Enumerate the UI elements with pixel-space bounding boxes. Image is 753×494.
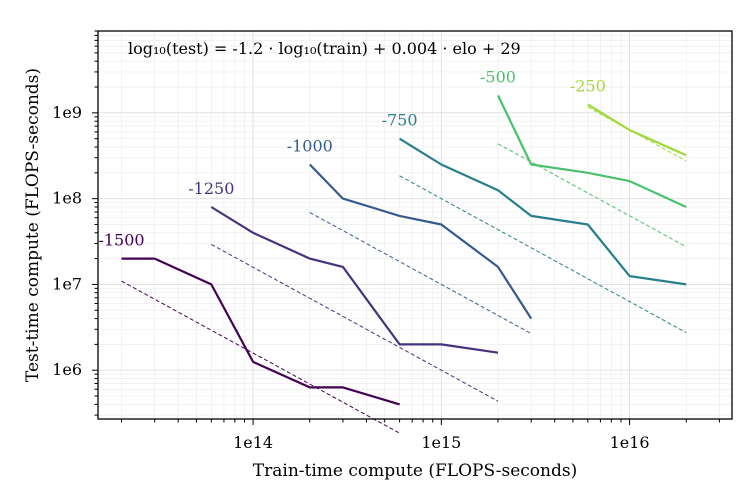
y-axis-label: Test-time compute (FLOPS-seconds) — [23, 68, 43, 382]
plot-frame — [97, 30, 733, 420]
elo-label--1250: -1250 — [188, 179, 234, 198]
series-line--750 — [399, 137, 687, 286]
y-tick-label: 1e8 — [52, 189, 82, 208]
series-line--250 — [587, 103, 687, 157]
data-series — [121, 94, 687, 406]
series-line--1250 — [210, 206, 499, 354]
fit-equation-annotation: log₁₀(test) = -1.2 · log₁₀(train) + 0.00… — [128, 39, 521, 58]
elo-label--500: -500 — [480, 67, 516, 86]
y-tick-label: 1e9 — [52, 103, 82, 122]
elo-label--1000: -1000 — [287, 137, 333, 156]
elo-label--1500: -1500 — [98, 231, 144, 250]
y-tick-label: 1e6 — [52, 360, 82, 379]
fit-line--250 — [587, 106, 687, 162]
series-line--500 — [497, 94, 687, 209]
y-tick-label: 1e7 — [52, 274, 82, 293]
x-tick-label: 1e15 — [421, 433, 461, 452]
fit-line--1500 — [121, 280, 400, 434]
axis-ticks: 1e14 1e15 1e16 1e6 1e7 1e8 1e9 — [52, 30, 720, 452]
fit-line--750 — [399, 175, 687, 334]
fit-line--1250 — [211, 243, 499, 402]
x-tick-label: 1e16 — [610, 433, 650, 452]
series-line--1500 — [121, 257, 400, 406]
elo-label--750: -750 — [382, 111, 418, 130]
x-axis-label: Train-time compute (FLOPS-seconds) — [253, 461, 577, 481]
elo-label--250: -250 — [570, 77, 606, 96]
fit-line--1000 — [309, 212, 532, 334]
elo-labels: -1500 -1250 -1000 -750 -500 -250 — [98, 67, 605, 249]
series-line--1000 — [309, 163, 533, 320]
x-tick-label: 1e14 — [233, 433, 273, 452]
